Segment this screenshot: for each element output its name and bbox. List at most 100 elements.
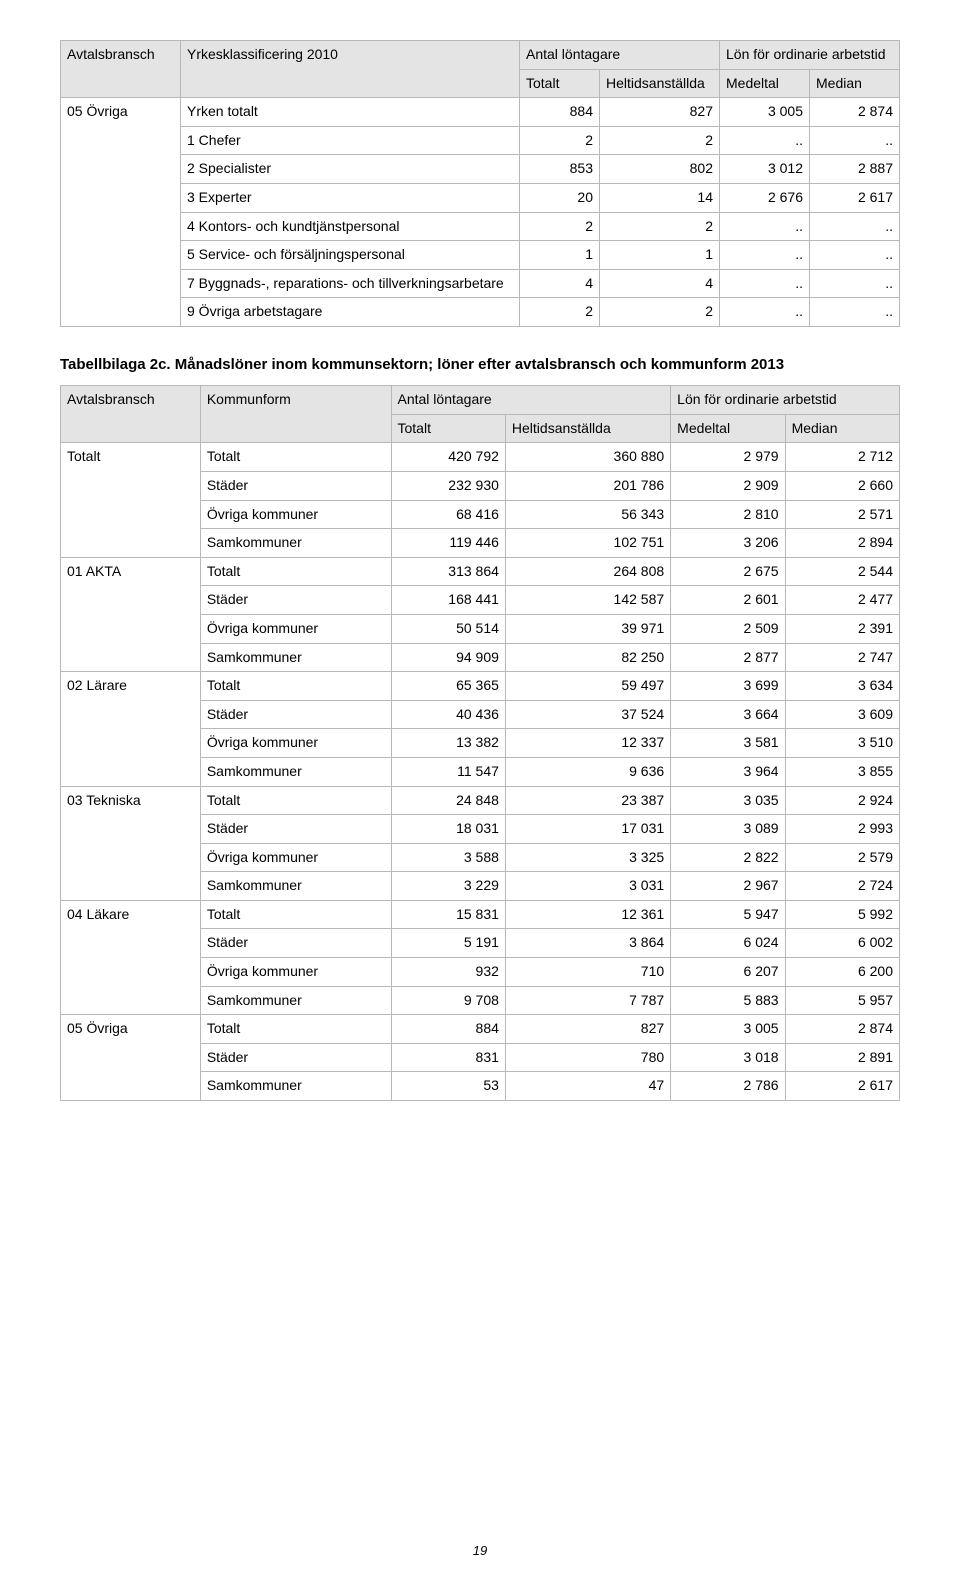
cell-median: 5 992 bbox=[785, 900, 899, 929]
cell-median: 6 200 bbox=[785, 958, 899, 987]
cell-medeltal: 6 207 bbox=[671, 958, 785, 987]
cell-median: 2 391 bbox=[785, 614, 899, 643]
cell-medeltal: 3 206 bbox=[671, 529, 785, 558]
cell-totalt: 2 bbox=[520, 212, 600, 241]
cell-totalt: 884 bbox=[520, 98, 600, 127]
cell-medeltal: 3 018 bbox=[671, 1043, 785, 1072]
cell-totalt: 50 514 bbox=[391, 614, 505, 643]
table-row: 2 Specialister8538023 0122 887 bbox=[61, 155, 900, 184]
cell-medeltal: 2 675 bbox=[671, 557, 785, 586]
cell-totalt: 2 bbox=[520, 126, 600, 155]
cell-kommunform: Totalt bbox=[200, 443, 391, 472]
cell-heltid: 827 bbox=[505, 1015, 670, 1044]
cell-totalt: 53 bbox=[391, 1072, 505, 1101]
cell-median: 3 855 bbox=[785, 757, 899, 786]
th2-kommunform: Kommunform bbox=[200, 386, 391, 443]
table-row: 5 Service- och försäljningspersonal11...… bbox=[61, 241, 900, 270]
cell-kommunform: Övriga kommuner bbox=[200, 614, 391, 643]
cell-median: 2 894 bbox=[785, 529, 899, 558]
cell-bransch: Totalt bbox=[61, 443, 201, 557]
table-1: Avtalsbransch Yrkesklassificering 2010 A… bbox=[60, 40, 900, 327]
cell-totalt: 20 bbox=[520, 183, 600, 212]
cell-median: 2 617 bbox=[810, 183, 900, 212]
th2-antal-lontagare: Antal löntagare bbox=[391, 386, 671, 415]
cell-medeltal: 3 581 bbox=[671, 729, 785, 758]
cell-median: 2 993 bbox=[785, 815, 899, 844]
th-avtalsbransch: Avtalsbransch bbox=[61, 41, 181, 98]
cell-kommunform: Totalt bbox=[200, 672, 391, 701]
cell-totalt: 831 bbox=[391, 1043, 505, 1072]
cell-heltid: 102 751 bbox=[505, 529, 670, 558]
cell-medeltal: 3 005 bbox=[720, 98, 810, 127]
page: Avtalsbransch Yrkesklassificering 2010 A… bbox=[0, 0, 960, 1576]
cell-medeltal: 2 601 bbox=[671, 586, 785, 615]
th-totalt: Totalt bbox=[520, 69, 600, 98]
cell-kommunform: Övriga kommuner bbox=[200, 843, 391, 872]
cell-totalt: 932 bbox=[391, 958, 505, 987]
cell-heltid: 39 971 bbox=[505, 614, 670, 643]
cell-bransch: 01 AKTA bbox=[61, 557, 201, 671]
cell-totalt: 3 229 bbox=[391, 872, 505, 901]
cell-heltid: 4 bbox=[600, 269, 720, 298]
th-heltid: Heltidsanställda bbox=[600, 69, 720, 98]
cell-medeltal: 2 967 bbox=[671, 872, 785, 901]
cell-medeltal: 2 979 bbox=[671, 443, 785, 472]
cell-median: 6 002 bbox=[785, 929, 899, 958]
cell-label: 5 Service- och försäljningspersonal bbox=[181, 241, 520, 270]
cell-totalt: 9 708 bbox=[391, 986, 505, 1015]
cell-heltid: 142 587 bbox=[505, 586, 670, 615]
cell-median: .. bbox=[810, 241, 900, 270]
cell-totalt: 18 031 bbox=[391, 815, 505, 844]
cell-heltid: 710 bbox=[505, 958, 670, 987]
cell-heltid: 9 636 bbox=[505, 757, 670, 786]
cell-medeltal: 3 964 bbox=[671, 757, 785, 786]
cell-medeltal: .. bbox=[720, 212, 810, 241]
cell-totalt: 232 930 bbox=[391, 471, 505, 500]
cell-heltid: 780 bbox=[505, 1043, 670, 1072]
cell-bransch: 03 Tekniska bbox=[61, 786, 201, 900]
cell-heltid: 47 bbox=[505, 1072, 670, 1101]
cell-totalt: 853 bbox=[520, 155, 600, 184]
th2-heltid: Heltidsanställda bbox=[505, 414, 670, 443]
section-2-title: Tabellbilaga 2c. Månadslöner inom kommun… bbox=[60, 355, 900, 375]
cell-median: 2 660 bbox=[785, 471, 899, 500]
cell-bransch: 05 Övriga bbox=[61, 98, 181, 327]
cell-medeltal: 3 664 bbox=[671, 700, 785, 729]
table-row: 05 ÖvrigaTotalt8848273 0052 874 bbox=[61, 1015, 900, 1044]
cell-totalt: 94 909 bbox=[391, 643, 505, 672]
cell-median: 2 477 bbox=[785, 586, 899, 615]
cell-heltid: 827 bbox=[600, 98, 720, 127]
cell-heltid: 12 361 bbox=[505, 900, 670, 929]
cell-medeltal: .. bbox=[720, 298, 810, 327]
cell-median: 2 571 bbox=[785, 500, 899, 529]
table-row: 02 LärareTotalt65 36559 4973 6993 634 bbox=[61, 672, 900, 701]
th-median: Median bbox=[810, 69, 900, 98]
cell-medeltal: 2 676 bbox=[720, 183, 810, 212]
cell-label: 9 Övriga arbetstagare bbox=[181, 298, 520, 327]
cell-heltid: 3 031 bbox=[505, 872, 670, 901]
cell-kommunform: Städer bbox=[200, 700, 391, 729]
cell-median: 2 579 bbox=[785, 843, 899, 872]
cell-totalt: 13 382 bbox=[391, 729, 505, 758]
cell-median: 2 747 bbox=[785, 643, 899, 672]
cell-median: .. bbox=[810, 298, 900, 327]
cell-medeltal: .. bbox=[720, 126, 810, 155]
page-number: 19 bbox=[0, 1543, 960, 1558]
cell-medeltal: 2 509 bbox=[671, 614, 785, 643]
cell-kommunform: Samkommuner bbox=[200, 986, 391, 1015]
cell-medeltal: 6 024 bbox=[671, 929, 785, 958]
cell-heltid: 12 337 bbox=[505, 729, 670, 758]
cell-kommunform: Totalt bbox=[200, 1015, 391, 1044]
cell-medeltal: 3 035 bbox=[671, 786, 785, 815]
cell-kommunform: Totalt bbox=[200, 786, 391, 815]
cell-totalt: 3 588 bbox=[391, 843, 505, 872]
cell-heltid: 17 031 bbox=[505, 815, 670, 844]
cell-kommunform: Samkommuner bbox=[200, 529, 391, 558]
cell-medeltal: 2 822 bbox=[671, 843, 785, 872]
cell-heltid: 37 524 bbox=[505, 700, 670, 729]
cell-totalt: 4 bbox=[520, 269, 600, 298]
table-row: 7 Byggnads-, reparations- och tillverkni… bbox=[61, 269, 900, 298]
cell-totalt: 1 bbox=[520, 241, 600, 270]
cell-heltid: 3 864 bbox=[505, 929, 670, 958]
cell-heltid: 56 343 bbox=[505, 500, 670, 529]
